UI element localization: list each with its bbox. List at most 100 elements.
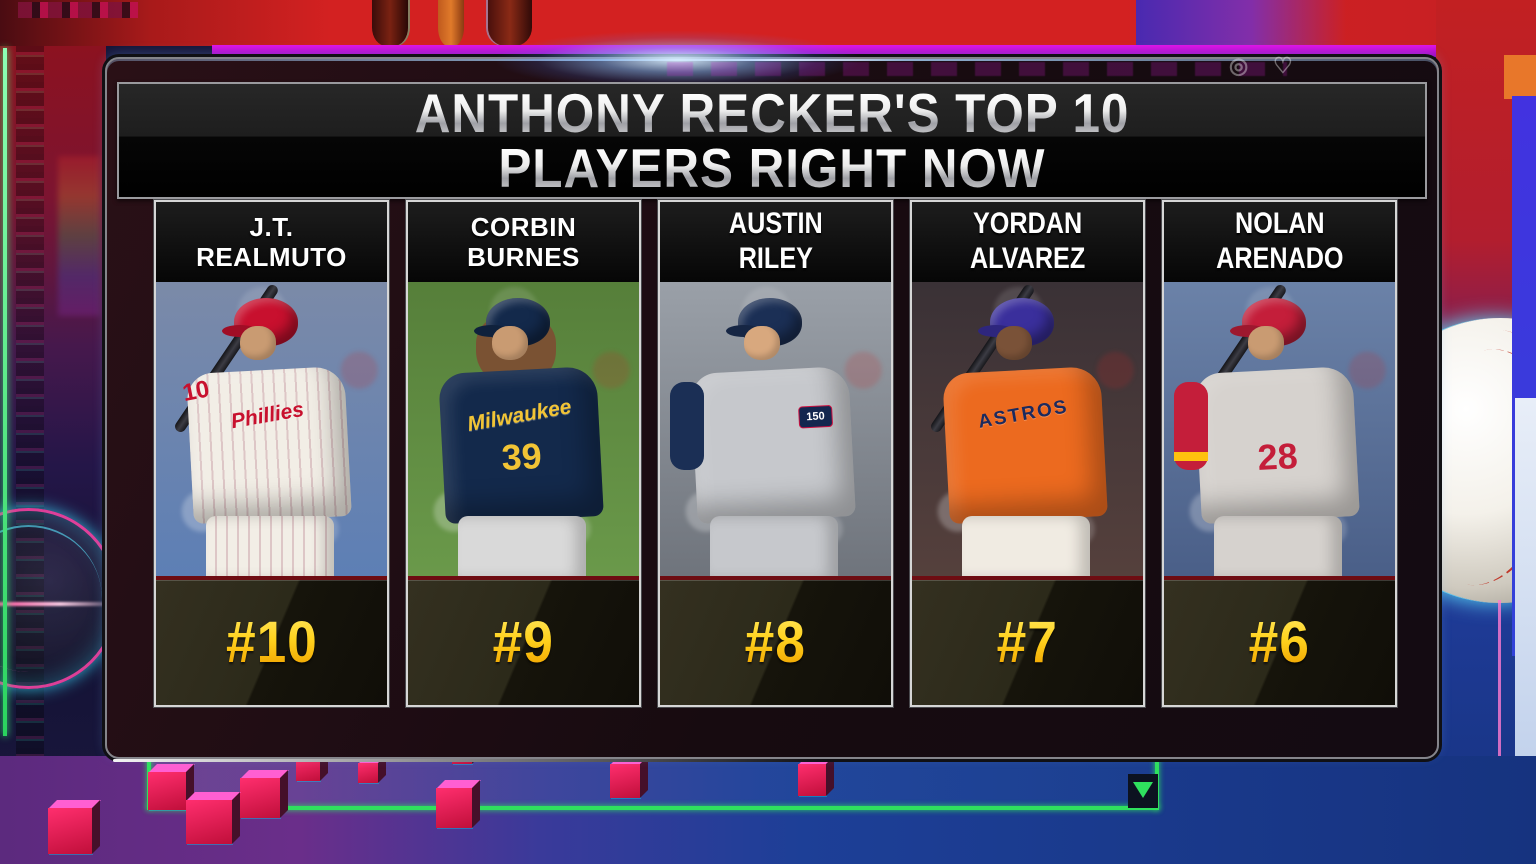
player-sleeve-shape — [1174, 382, 1208, 470]
jersey-number — [693, 432, 851, 440]
neon-wireframe-baseball — [0, 508, 119, 689]
studio-bat-shape — [438, 0, 464, 46]
neon-green-line-vertical — [3, 48, 7, 736]
rank-box: #9 — [408, 580, 639, 705]
studio-right-band — [1358, 0, 1536, 864]
pink-cube — [148, 772, 186, 810]
card-divider — [156, 576, 387, 580]
down-triangle-icon — [1133, 782, 1153, 798]
title-line-2: PLAYERS RIGHT NOW — [498, 136, 1046, 199]
rank-number: #9 — [492, 610, 555, 675]
glitch-rainbow-smear — [58, 156, 100, 316]
player-first-name: AUSTIN — [728, 207, 823, 241]
glitch-pink-line — [1498, 600, 1501, 864]
player-face-shape — [1247, 326, 1284, 360]
bell-glitch-icon: ♡ — [1273, 53, 1293, 78]
player-pants-shape — [961, 516, 1090, 576]
player-name-box: YORDAN ALVAREZ — [912, 202, 1143, 282]
magenta-accent-strip — [212, 45, 1496, 57]
card-divider — [408, 576, 639, 580]
pink-cube — [358, 763, 378, 783]
studio-bat-shape — [488, 0, 532, 46]
rank-number: #8 — [744, 610, 807, 675]
player-card: NOLAN ARENADO 28 — [1162, 200, 1397, 707]
player-last-name: REALMUTO — [196, 242, 347, 272]
player-name-box: NOLAN ARENADO — [1164, 202, 1395, 282]
player-photo: 28 — [1164, 282, 1395, 576]
player-photo: Milwaukee 39 — [408, 282, 639, 576]
rank-number: #10 — [225, 610, 318, 675]
player-first-name: CORBIN — [470, 211, 577, 242]
player-photo: Phillies 10 — [156, 282, 387, 576]
rank-number: #7 — [996, 610, 1059, 675]
glitch-blue-band — [1136, 0, 1346, 46]
pink-cube — [610, 764, 640, 798]
player-jersey-shape: Milwaukee 39 — [437, 365, 604, 525]
player-face-shape — [743, 326, 780, 360]
player-first-name: J.T. — [249, 211, 294, 242]
player-cards-row: J.T. REALMUTO Phillies 10 — [154, 200, 1397, 707]
player-name-box: AUSTIN RILEY — [660, 202, 891, 282]
player-last-name: BURNES — [467, 242, 580, 272]
jersey-wordmark: ASTROS — [976, 396, 1070, 433]
glitch-noise-column — [16, 46, 44, 864]
pink-cube — [240, 778, 280, 818]
card-divider — [1164, 576, 1395, 580]
player-photo: ASTROS — [912, 282, 1143, 576]
player-pants-shape — [709, 516, 838, 576]
player-name: YORDAN ALVAREZ — [970, 207, 1085, 277]
player-photo: 150 — [660, 282, 891, 576]
player-first-name: NOLAN — [1234, 207, 1325, 241]
player-name: NOLAN ARENADO — [1216, 207, 1343, 277]
title-line-1: ANTHONY RECKER'S TOP 10 — [414, 81, 1130, 144]
pink-cube — [798, 764, 826, 796]
rank-box: #6 — [1164, 580, 1395, 705]
player-card: J.T. REALMUTO Phillies 10 — [154, 200, 389, 707]
card-divider — [660, 576, 891, 580]
player-name: AUSTIN RILEY — [729, 207, 823, 277]
player-pants-shape — [457, 516, 586, 576]
title-bar: ANTHONY RECKER'S TOP 10 PLAYERS RIGHT NO… — [117, 82, 1427, 199]
player-pants-shape — [205, 516, 334, 576]
pink-cube — [436, 788, 472, 828]
neon-green-line-horizontal — [147, 806, 1159, 810]
player-jersey-shape: ASTROS — [941, 365, 1108, 525]
player-name-box: CORBIN BURNES — [408, 202, 639, 282]
player-last-name: ARENADO — [1215, 242, 1344, 275]
player-last-name: RILEY — [738, 242, 813, 275]
rank-box: #8 — [660, 580, 891, 705]
player-sleeve-shape — [670, 382, 704, 470]
studio-left-band — [0, 46, 119, 864]
glitch-pixels — [18, 2, 138, 18]
rank-box: #7 — [912, 580, 1143, 705]
jersey-number: 28 — [1256, 434, 1299, 479]
glitch-orange-block — [1504, 55, 1536, 99]
jersey-number: 39 — [500, 434, 543, 479]
pink-cube — [186, 800, 232, 844]
rank-number: #6 — [1248, 610, 1311, 675]
player-card: YORDAN ALVAREZ ASTROS — [910, 200, 1145, 707]
player-pants-shape — [1213, 516, 1342, 576]
jersey-patch: 150 — [797, 404, 833, 429]
player-name-box: J.T. REALMUTO — [156, 202, 387, 282]
player-name: CORBIN BURNES — [467, 212, 580, 272]
player-face-shape — [491, 326, 528, 360]
card-divider — [912, 576, 1143, 580]
player-name: J.T. REALMUTO — [196, 212, 347, 272]
glitch-white-column — [1515, 398, 1536, 766]
jersey-wordmark — [1197, 390, 1353, 417]
player-face-shape — [995, 326, 1032, 360]
player-last-name: ALVAREZ — [969, 242, 1086, 275]
rank-box: #10 — [156, 580, 387, 705]
player-jersey-shape: 150 — [689, 365, 856, 525]
studio-bat-shape — [372, 0, 408, 46]
player-face-shape — [239, 326, 276, 360]
smiley-glitch-icon: ◎ — [1229, 53, 1249, 78]
player-jersey-shape: 28 — [1193, 365, 1360, 525]
pink-cube — [48, 808, 92, 854]
top10-graphic-panel: ◎ ♡ ANTHONY RECKER'S TOP 10 PLAYERS RIGH… — [105, 31, 1439, 762]
player-card: AUSTIN RILEY 150 — [658, 200, 893, 707]
player-card: CORBIN BURNES Milwaukee 39 — [406, 200, 641, 707]
player-jersey-shape: Phillies 10 — [180, 365, 352, 525]
